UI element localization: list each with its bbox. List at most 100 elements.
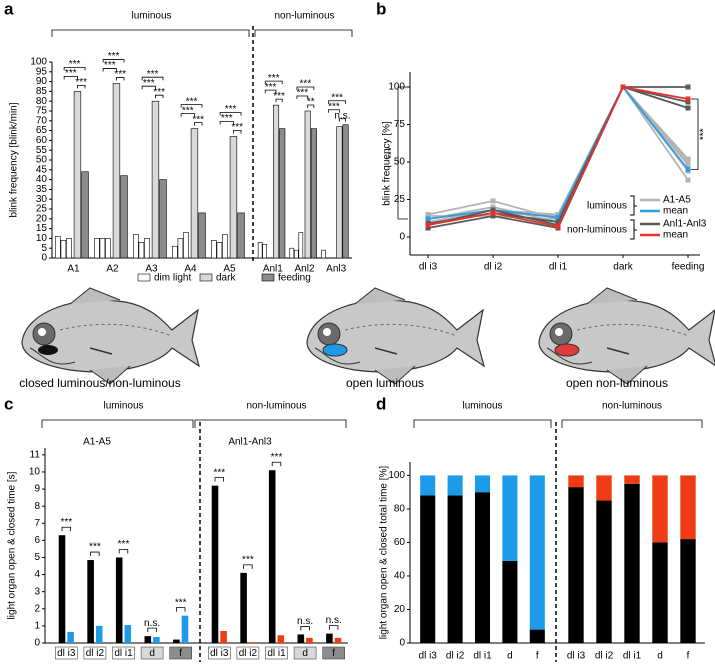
significance-bracket xyxy=(243,564,253,569)
significance-bracket xyxy=(328,109,340,113)
group-label: non-luminous xyxy=(602,401,662,412)
y-tick-label: 60 xyxy=(36,135,48,146)
bar-segment xyxy=(420,475,436,496)
significance-bracket xyxy=(214,477,224,482)
y-tick-label: 40 xyxy=(394,571,406,582)
significance-label: *** xyxy=(271,452,283,463)
bar xyxy=(190,128,199,259)
y-tick-label: 1 xyxy=(34,621,40,632)
bar xyxy=(172,245,178,259)
y-tick-label: 0 xyxy=(399,638,405,649)
significance-label: *** xyxy=(75,77,87,88)
significance-label: *** xyxy=(186,96,198,107)
significance-label: *** xyxy=(192,114,204,125)
x-tick-label: dl i3 xyxy=(57,648,76,659)
caption: open non-luminous xyxy=(566,376,668,390)
point xyxy=(555,215,561,220)
point xyxy=(620,84,626,90)
bar xyxy=(87,560,94,643)
significance-label: *** xyxy=(296,88,308,99)
y-tick-label: 90 xyxy=(36,76,48,87)
bar xyxy=(211,240,217,259)
bar xyxy=(198,212,206,259)
group-label: non-luminous xyxy=(246,401,306,412)
legend-swatch xyxy=(137,273,151,282)
y-tick-label: 40 xyxy=(36,174,48,185)
category-box xyxy=(54,646,78,660)
significance-label: *** xyxy=(699,128,710,140)
point xyxy=(490,207,496,213)
category-box xyxy=(236,646,260,660)
significance-label: n.s. xyxy=(297,616,313,627)
bar-segment xyxy=(596,500,612,643)
significance-bracket xyxy=(264,80,283,85)
bar xyxy=(321,249,326,259)
significance-label: *** xyxy=(242,555,254,566)
significance-bracket xyxy=(118,549,129,554)
bar xyxy=(222,234,228,259)
bar xyxy=(334,637,342,643)
significance-label: *** xyxy=(221,113,233,124)
bar-segment xyxy=(680,539,696,643)
bar xyxy=(95,625,103,643)
organ-open-blue xyxy=(322,343,348,357)
category-box xyxy=(208,646,231,660)
y-tick-label: 100 xyxy=(388,82,405,93)
y-tick-label: 10 xyxy=(29,467,41,478)
bar xyxy=(220,631,227,643)
organ-closed xyxy=(38,345,58,355)
y-tick-label: 65 xyxy=(36,125,48,136)
bar xyxy=(73,91,82,259)
point xyxy=(685,99,691,105)
bar xyxy=(124,625,132,643)
significance-bracket xyxy=(307,104,315,108)
legend-label: A1-A5 xyxy=(663,195,691,206)
bar xyxy=(273,104,280,259)
category-box xyxy=(140,646,164,660)
y-tick-label: 50 xyxy=(36,155,48,166)
bar-segment xyxy=(596,475,612,501)
x-tick-label: dl i1 xyxy=(623,651,642,662)
group-label: luminous xyxy=(131,11,171,22)
bar xyxy=(216,242,223,259)
point xyxy=(555,212,561,217)
significance-bracket xyxy=(275,98,283,103)
x-tick-label: dl i3 xyxy=(210,648,229,659)
x-tick-label: Anl3 xyxy=(326,264,346,275)
significance-label: *** xyxy=(331,92,343,103)
y-tick-label: 100 xyxy=(388,470,405,481)
x-tick-label: d xyxy=(149,648,155,659)
x-tick-label: dl i1 xyxy=(114,648,133,659)
point xyxy=(425,216,431,222)
bar xyxy=(277,635,285,643)
bar-segment xyxy=(474,475,491,493)
y-tick-label: 25 xyxy=(36,204,48,215)
significance-label: *** xyxy=(143,78,155,89)
y-tick-label: 15 xyxy=(36,223,48,234)
y-axis-label: blink frequency [%] xyxy=(382,121,393,206)
x-tick-label: dl i3 xyxy=(419,651,438,662)
x-tick-label: dl i2 xyxy=(595,651,614,662)
point xyxy=(555,219,561,225)
y-tick-label: 85 xyxy=(36,86,48,97)
bar xyxy=(120,175,128,259)
significance-label: *** xyxy=(118,539,130,550)
group-bracket xyxy=(413,419,552,428)
group-label: luminous xyxy=(103,401,143,412)
significance-label: *** xyxy=(273,91,285,102)
series-line xyxy=(427,85,689,223)
bar xyxy=(304,110,311,259)
significance-bracket xyxy=(155,94,164,99)
point xyxy=(490,198,496,204)
y-tick-label: 95 xyxy=(36,66,48,77)
x-tick-label: A2 xyxy=(106,264,119,275)
significance-bracket xyxy=(141,85,156,90)
x-tick-label: A3 xyxy=(145,264,158,275)
y-tick-label: 25 xyxy=(394,194,406,205)
x-tick-label: dl i2 xyxy=(239,648,258,659)
bar xyxy=(293,249,299,259)
y-tick-label: 60 xyxy=(394,537,406,548)
bar xyxy=(55,236,61,259)
x-tick-label: dl i2 xyxy=(86,648,105,659)
bar xyxy=(133,234,139,259)
